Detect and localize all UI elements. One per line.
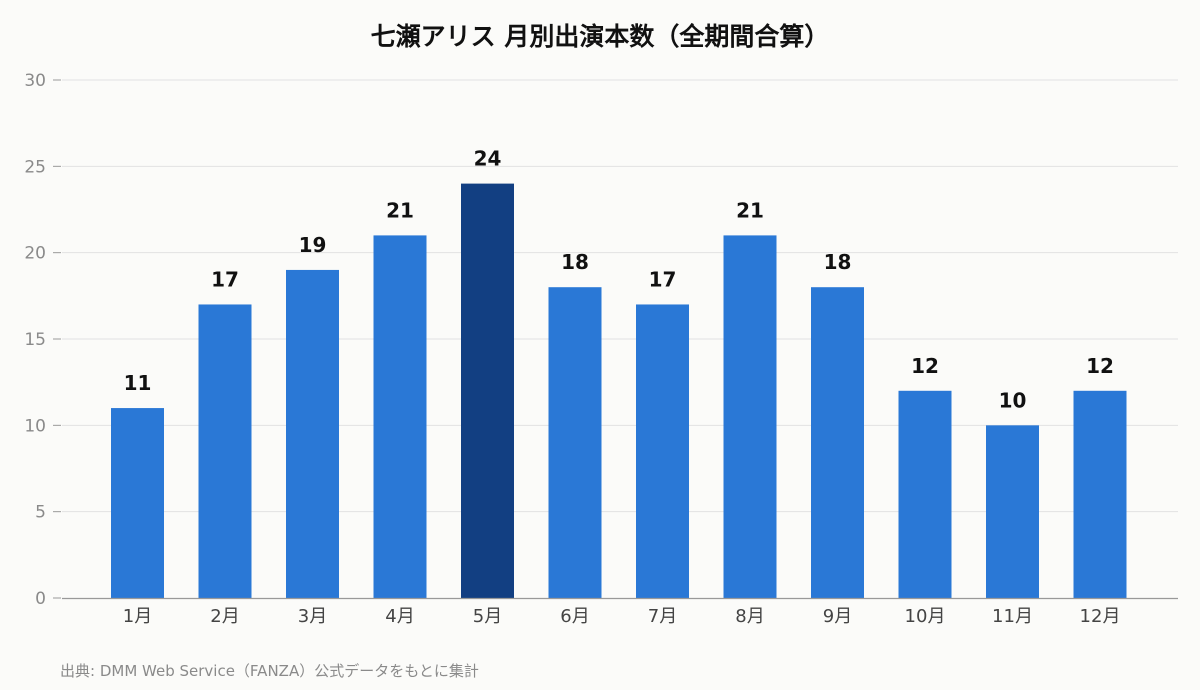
x-tick-label: 7月 [648, 606, 677, 627]
data-label: 21 [736, 198, 764, 222]
data-label: 12 [1086, 354, 1114, 378]
bar-9 [811, 287, 864, 598]
x-axis: 1月 2月 3月 4月 5月 6月 7月 8月 9月 10月 11月 12月 [62, 597, 1178, 627]
y-tick-label: 0 [35, 589, 46, 609]
bar-4 [373, 235, 427, 598]
data-label: 12 [911, 354, 939, 378]
y-tick-label: 5 [35, 503, 46, 523]
x-tick-label: 4月 [385, 606, 414, 627]
data-label: 18 [824, 250, 852, 274]
data-label: 11 [124, 371, 152, 395]
x-tick-label: 2月 [210, 606, 239, 627]
data-label: 18 [561, 250, 589, 274]
bar-12 [1073, 390, 1127, 598]
bar-1 [111, 408, 164, 598]
y-tick-label: 15 [24, 330, 46, 350]
x-tick-label: 10月 [905, 606, 946, 627]
x-tick-label: 3月 [298, 606, 327, 627]
data-label: 10 [999, 388, 1027, 412]
x-tick-label: 5月 [473, 606, 502, 627]
y-tick-label: 25 [24, 157, 46, 177]
data-label: 21 [386, 198, 414, 222]
x-tick-label: 1月 [123, 606, 152, 627]
bar-5 [461, 183, 514, 598]
bar-6 [548, 287, 602, 598]
chart-title: 七瀬アリス 月別出演本数（全期間合算） [371, 22, 830, 51]
y-tick-label: 10 [24, 416, 46, 436]
x-tick-label: 11月 [992, 606, 1033, 627]
bar-10 [898, 390, 952, 598]
source-note: 出典: DMM Web Service（FANZA）公式データをもとに集計 [60, 662, 479, 680]
y-tick-label: 20 [24, 244, 46, 264]
y-axis: 0 5 10 15 20 25 30 [24, 71, 61, 609]
data-label: 17 [211, 267, 239, 291]
data-label: 24 [474, 147, 502, 171]
y-tick-label: 30 [24, 71, 46, 91]
bar-3 [286, 269, 339, 598]
data-label: 17 [649, 267, 677, 291]
x-tick-label: 8月 [735, 606, 764, 627]
bars: 11 17 19 21 24 18 17 21 18 12 10 12 [111, 147, 1127, 598]
bar-2 [198, 304, 252, 598]
data-label: 19 [299, 233, 327, 257]
x-tick-label: 6月 [560, 606, 589, 627]
x-tick-label: 9月 [823, 606, 852, 627]
bar-11 [986, 425, 1039, 598]
bar-8 [723, 235, 777, 598]
bar-7 [636, 304, 689, 598]
x-tick-label: 12月 [1080, 606, 1121, 627]
